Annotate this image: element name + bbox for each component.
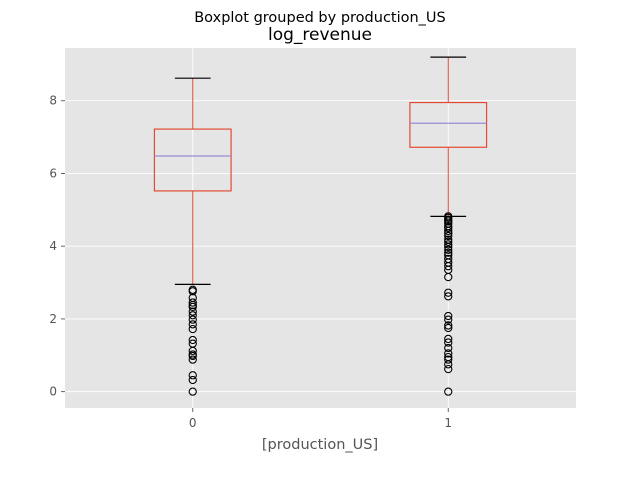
outlier-point	[188, 324, 197, 334]
outlier-point	[188, 387, 197, 396]
outlier-point	[444, 262, 453, 271]
outlier-point	[444, 349, 453, 358]
outlier-point	[444, 245, 453, 254]
axes-title: log_revenue	[268, 25, 372, 45]
outlier-point	[444, 321, 453, 330]
y-axis-ticks: 0 2 4 6 8	[49, 94, 65, 399]
x-tick-label: 1	[444, 416, 452, 430]
outlier-point	[444, 311, 453, 321]
outlier-point	[444, 229, 453, 238]
outlier-point	[444, 288, 453, 297]
y-tick-label: 0	[49, 385, 57, 399]
y-tick-label: 8	[49, 94, 57, 108]
outlier-point	[188, 355, 197, 364]
plot-area	[65, 48, 576, 408]
outlier-point	[188, 346, 197, 356]
outlier-point	[444, 323, 453, 333]
outlier-point	[444, 338, 453, 347]
outlier-point	[444, 360, 453, 369]
outlier-point	[188, 320, 197, 329]
outlier-point	[188, 351, 197, 361]
x-axis-label: [production_US]	[262, 437, 378, 453]
iqr-box	[409, 101, 488, 148]
outlier-point	[444, 272, 453, 282]
outlier-point	[444, 387, 453, 396]
outlier-point	[444, 226, 453, 236]
y-tick-label: 2	[49, 312, 57, 326]
outlier-point	[444, 213, 453, 222]
outlier-point	[188, 302, 197, 312]
outlier-point	[444, 248, 453, 257]
y-tick-label: 6	[49, 166, 57, 180]
outlier-point	[444, 364, 453, 374]
outlier-point	[188, 311, 197, 320]
x-tick-label: 0	[189, 416, 197, 430]
outlier-point	[444, 217, 453, 226]
outlier-point	[188, 315, 197, 324]
outlier-point	[188, 371, 197, 380]
outlier-point	[444, 240, 453, 249]
outlier-point	[188, 298, 197, 307]
outlier-point	[444, 334, 453, 344]
outlier-point	[444, 237, 453, 246]
outlier-point	[188, 375, 197, 385]
outlier-point	[444, 315, 453, 324]
outlier-point	[188, 307, 197, 316]
outlier-point	[444, 292, 453, 301]
y-tick-label: 4	[49, 239, 57, 253]
figure-suptitle: Boxplot grouped by production_US	[194, 10, 446, 26]
outlier-point	[188, 335, 197, 345]
outlier-point	[188, 287, 197, 296]
outlier-point	[444, 231, 453, 241]
box-group-0	[153, 77, 232, 396]
box-layer	[153, 56, 488, 396]
iqr-box	[153, 128, 232, 192]
outlier-point	[444, 355, 453, 364]
box-group-1	[409, 56, 488, 396]
outlier-point	[444, 223, 453, 233]
outlier-point	[444, 242, 453, 252]
outlier-point	[444, 343, 453, 353]
